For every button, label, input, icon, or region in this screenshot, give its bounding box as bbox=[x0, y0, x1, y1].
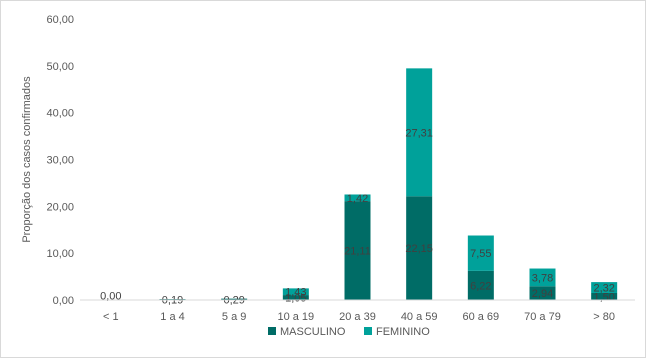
data-label: 0,00 bbox=[100, 291, 121, 303]
bar-masculino bbox=[467, 270, 494, 300]
data-label: 1,05 bbox=[285, 293, 306, 305]
y-tick-label: 60,00 bbox=[46, 14, 74, 26]
bar-feminino bbox=[467, 235, 494, 271]
bar-feminino bbox=[591, 282, 618, 293]
x-tick-label: > 80 bbox=[593, 311, 615, 323]
legend-swatch bbox=[364, 327, 372, 335]
data-label: 2,32 bbox=[593, 283, 614, 295]
data-label: 0,19 bbox=[162, 295, 183, 307]
data-label: 3,78 bbox=[532, 272, 553, 284]
bar-masculino bbox=[406, 196, 433, 300]
legend: MASCULINO FEMININO bbox=[268, 326, 430, 338]
bar-masculino bbox=[344, 201, 371, 300]
x-tick-label: 40 a 59 bbox=[401, 311, 438, 323]
y-tick-label: 30,00 bbox=[46, 155, 74, 167]
y-axis-ticks: 0,00 10,00 20,00 30,00 40,00 50,00 60,00 bbox=[46, 14, 74, 307]
x-tick-label: 5 a 9 bbox=[222, 311, 246, 323]
bar-masculino bbox=[221, 298, 248, 300]
data-label: 1,42 bbox=[347, 193, 368, 205]
legend-swatch bbox=[268, 327, 276, 335]
x-tick-label: 10 a 19 bbox=[277, 311, 314, 323]
bar-masculino bbox=[591, 292, 618, 300]
x-tick-label: 60 a 69 bbox=[462, 311, 499, 323]
y-tick-label: 20,00 bbox=[46, 201, 74, 213]
y-tick-label: 50,00 bbox=[46, 61, 74, 73]
bar-masculino bbox=[529, 286, 556, 300]
data-label: 7,55 bbox=[470, 248, 491, 260]
bar-feminino bbox=[406, 68, 433, 197]
y-tick-label: 40,00 bbox=[46, 108, 74, 120]
bar-feminino bbox=[344, 194, 371, 202]
legend-label: FEMININO bbox=[376, 326, 430, 338]
bars-group bbox=[159, 68, 618, 300]
y-tick-label: 10,00 bbox=[46, 248, 74, 260]
y-axis-title: Proporção dos casos confirmados bbox=[21, 76, 33, 243]
data-label: 6,22 bbox=[470, 280, 491, 292]
bar-feminino bbox=[282, 288, 309, 296]
data-label: 27,31 bbox=[405, 127, 433, 139]
x-tick-label: 1 a 4 bbox=[160, 311, 184, 323]
data-label: 1,43 bbox=[285, 287, 306, 299]
data-label: 21,11 bbox=[344, 246, 371, 258]
data-label: 2,94 bbox=[532, 288, 553, 300]
x-tick-label: < 1 bbox=[103, 311, 119, 323]
bar-feminino bbox=[529, 268, 556, 287]
bar-masculino bbox=[282, 295, 309, 300]
legend-label: MASCULINO bbox=[280, 326, 346, 338]
y-tick-label: 0,00 bbox=[53, 295, 74, 307]
data-label: 22,15 bbox=[405, 243, 433, 255]
x-axis-ticks: < 1 1 a 4 5 a 9 10 a 19 20 a 39 40 a 59 60 a 6… bbox=[103, 311, 615, 323]
x-tick-label: 70 a 79 bbox=[524, 311, 561, 323]
x-tick-label: 20 a 39 bbox=[339, 311, 376, 323]
